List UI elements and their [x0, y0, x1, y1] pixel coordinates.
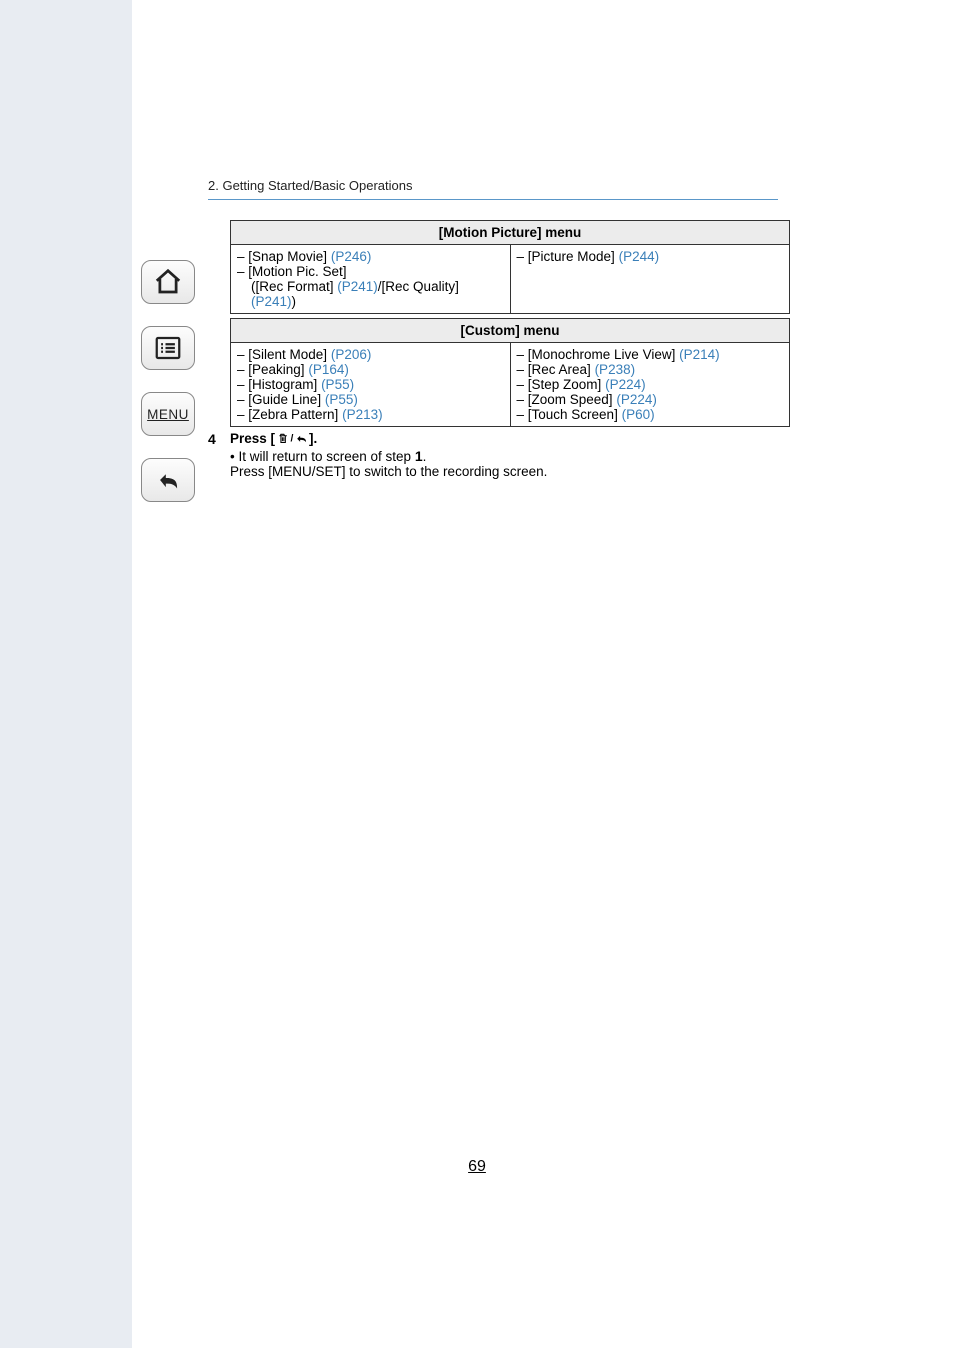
menu-cell: – [Snap Movie] (P246)– [Motion Pic. Set]… [231, 245, 511, 314]
page-number: 69 [0, 1158, 954, 1176]
page-ref-link[interactable]: (P224) [605, 377, 646, 392]
menu-item: ([Rec Format] (P241)/[Rec Quality] [237, 279, 504, 294]
menu-item: – [Histogram] (P55) [237, 377, 504, 392]
item-prefix: – [237, 377, 248, 392]
item-prefix: – [237, 249, 248, 264]
page-ref-link[interactable]: (P241) [337, 279, 378, 294]
step-block: 4 Press [ / ]. • It will return to scree… [208, 431, 788, 479]
step-title-prefix: Press [ [230, 431, 275, 446]
chapter-heading: 2. Getting Started/Basic Operations [208, 178, 798, 193]
home-icon [153, 267, 183, 297]
menu-item: – [Peaking] (P164) [237, 362, 504, 377]
menu-table-header: [Custom] menu [231, 319, 790, 343]
page-ref-link[interactable]: (P246) [331, 249, 372, 264]
menu-item: – [Rec Area] (P238) [517, 362, 784, 377]
item-prefix: – [237, 347, 248, 362]
step-title: Press [ / ]. [230, 431, 317, 446]
item-suffix: ) [292, 294, 297, 309]
item-label: [Step Zoom] [528, 377, 602, 392]
menu-item: – [Zoom Speed] (P224) [517, 392, 784, 407]
item-label: [Peaking] [248, 362, 304, 377]
page-ref-link[interactable]: (P241) [251, 294, 292, 309]
nav-home-button[interactable] [141, 260, 195, 304]
step-body: Press [ / ]. • It will return to screen … [230, 431, 788, 479]
item-label: [Zebra Pattern] [248, 407, 338, 422]
bullet-step-ref: 1 [415, 448, 423, 464]
nav-contents-button[interactable] [141, 326, 195, 370]
contents-icon [153, 333, 183, 363]
page-ref-link[interactable]: (P55) [321, 377, 354, 392]
item-prefix: – [517, 377, 528, 392]
nav-menu-button[interactable]: MENU [141, 392, 195, 436]
step-note: Press [MENU/SET] to switch to the record… [230, 464, 788, 479]
page-ref-link[interactable]: (P238) [595, 362, 636, 377]
item-label: [Guide Line] [248, 392, 321, 407]
content-area: 2. Getting Started/Basic Operations [Mot… [208, 178, 798, 479]
item-label: [Rec Area] [528, 362, 591, 377]
item-label: [Picture Mode] [528, 249, 615, 264]
menu-item: – [Snap Movie] (P246) [237, 249, 504, 264]
item-prefix: – [517, 347, 528, 362]
item-label: [Snap Movie] [248, 249, 327, 264]
bullet-prefix: • It will return to screen of step [230, 449, 415, 464]
chapter-divider [208, 199, 778, 200]
menu-cell: – [Silent Mode] (P206)– [Peaking] (P164)… [231, 343, 511, 427]
menu-cell: – [Picture Mode] (P244) [510, 245, 790, 314]
page-ref-link[interactable]: (P224) [616, 392, 657, 407]
trash-back-icon: / [275, 431, 309, 448]
nav-back-button[interactable] [141, 458, 195, 502]
menu-item: – [Picture Mode] (P244) [517, 249, 784, 264]
bullet-suffix: . [423, 449, 427, 464]
svg-text:/: / [291, 434, 294, 445]
item-prefix: – [237, 362, 248, 377]
item-label: [Touch Screen] [528, 407, 618, 422]
item-prefix: – [517, 407, 528, 422]
back-icon [153, 465, 183, 495]
item-prefix: – [517, 362, 528, 377]
item-label: [Monochrome Live View] [528, 347, 676, 362]
item-label: [Motion Pic. Set] [248, 264, 346, 279]
tables-container: [Motion Picture] menu – [Snap Movie] (P24… [208, 220, 798, 427]
item-prefix: – [237, 392, 248, 407]
step-title-suffix: ]. [309, 431, 317, 446]
item-label: ([Rec Format] [251, 279, 337, 294]
item-label: [Zoom Speed] [528, 392, 613, 407]
item-suffix: /[Rec Quality] [378, 279, 459, 294]
item-prefix: – [237, 264, 248, 279]
menu-item: (P241)) [237, 294, 504, 309]
menu-table: [Custom] menu– [Silent Mode] (P206)– [Pe… [230, 318, 790, 427]
menu-item: – [Motion Pic. Set] [237, 264, 504, 279]
nav-icon-column: MENU [138, 260, 198, 502]
menu-label: MENU [147, 407, 189, 422]
menu-item: – [Touch Screen] (P60) [517, 407, 784, 422]
page-ref-link[interactable]: (P60) [622, 407, 655, 422]
menu-cell: – [Monochrome Live View] (P214)– [Rec Ar… [510, 343, 790, 427]
page-ref-link[interactable]: (P206) [331, 347, 372, 362]
left-stripe [0, 0, 132, 1348]
menu-item: – [Silent Mode] (P206) [237, 347, 504, 362]
item-prefix: – [237, 407, 248, 422]
step-bullet: • It will return to screen of step 1. [230, 448, 788, 464]
item-label: [Histogram] [248, 377, 317, 392]
menu-table-header: [Motion Picture] menu [231, 221, 790, 245]
page-ref-link[interactable]: (P214) [679, 347, 720, 362]
item-label: [Silent Mode] [248, 347, 327, 362]
item-prefix: – [517, 392, 528, 407]
page-ref-link[interactable]: (P244) [619, 249, 660, 264]
item-prefix: – [517, 249, 528, 264]
page-ref-link[interactable]: (P164) [308, 362, 349, 377]
menu-item: – [Zebra Pattern] (P213) [237, 407, 504, 422]
step-number: 4 [208, 431, 230, 447]
menu-item: – [Guide Line] (P55) [237, 392, 504, 407]
menu-item: – [Step Zoom] (P224) [517, 377, 784, 392]
menu-item: – [Monochrome Live View] (P214) [517, 347, 784, 362]
menu-table: [Motion Picture] menu – [Snap Movie] (P24… [230, 220, 790, 314]
page-ref-link[interactable]: (P213) [342, 407, 383, 422]
page-ref-link[interactable]: (P55) [325, 392, 358, 407]
